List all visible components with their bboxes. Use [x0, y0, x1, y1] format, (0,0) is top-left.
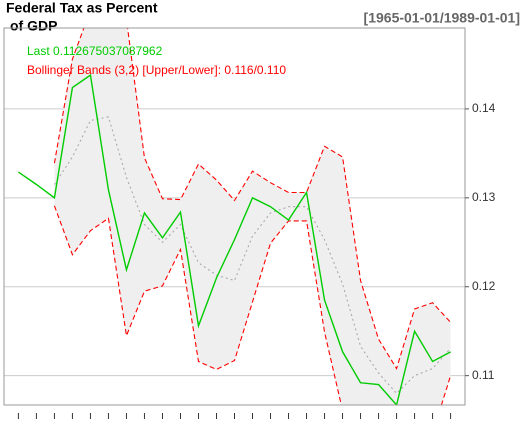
series-line: [18, 73, 451, 405]
series-line: [53, 28, 451, 370]
series-line: [53, 205, 452, 405]
chart-title: Federal Tax as Percent: [6, 0, 158, 16]
plot-area: [4, 28, 465, 405]
legend-last: Last 0.112675037087962: [27, 44, 163, 58]
date-range: [1965-01-01/1989-01-01]: [364, 10, 520, 26]
series-line: [53, 116, 452, 395]
band-fill: [54, 28, 451, 405]
y-tick-label: 0.12: [472, 279, 496, 293]
plot-frame: [3, 27, 466, 406]
chart-title: of GDP: [10, 18, 57, 34]
y-tick-label: 0.14: [472, 101, 496, 115]
legend-bands: Bollinger Bands (3,2) [Upper/Lower]: 0.1…: [27, 63, 286, 77]
y-tick-label: 0.11: [472, 368, 495, 382]
y-tick-label: 0.13: [472, 190, 496, 204]
